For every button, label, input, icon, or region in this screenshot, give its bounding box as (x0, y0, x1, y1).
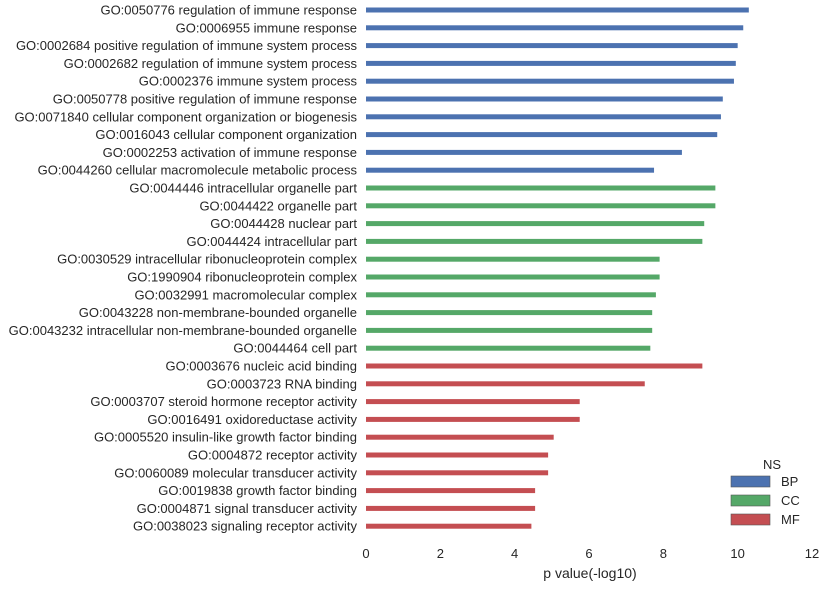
category-label: GO:0003723 RNA binding (207, 376, 357, 391)
bar-mf (366, 452, 549, 458)
bar-bp (366, 132, 718, 138)
x-tick-label: 10 (730, 546, 744, 561)
bar-bp (366, 7, 749, 13)
bar-bp (366, 25, 744, 31)
category-label: GO:0032991 macromolecular complex (134, 287, 357, 302)
bar-bp (366, 114, 721, 120)
bar-cc (366, 327, 653, 333)
bar-mf (366, 488, 536, 494)
category-label: GO:0050776 regulation of immune response (100, 3, 357, 18)
category-labels-group: GO:0050776 regulation of immune response… (9, 3, 358, 534)
category-label: GO:0002684 positive regulation of immune… (16, 38, 358, 53)
x-tick-label: 8 (660, 546, 667, 561)
category-label: GO:0019838 growth factor binding (158, 483, 357, 498)
category-label: GO:0016043 cellular component organizati… (95, 127, 357, 142)
bar-mf (366, 505, 536, 511)
bar-mf (366, 381, 645, 387)
bar-mf (366, 363, 703, 369)
category-label: GO:0030529 intracellular ribonucleoprote… (57, 252, 357, 267)
category-label: GO:0038023 signaling receptor activity (133, 519, 358, 534)
legend-swatch-cc (730, 494, 771, 507)
category-label: GO:0003676 nucleic acid binding (165, 359, 357, 374)
bars-group (366, 7, 749, 529)
bar-cc (366, 203, 716, 209)
category-label: GO:1990904 ribonucleoprotein complex (127, 270, 357, 285)
bar-cc (366, 310, 653, 316)
legend-label-cc: CC (781, 493, 800, 508)
category-label: GO:0002376 immune system process (139, 74, 358, 89)
bar-bp (366, 167, 655, 173)
bar-cc (366, 256, 660, 262)
legend-label-mf: MF (781, 512, 800, 527)
bar-cc (366, 238, 703, 244)
legend-swatch-bp (730, 475, 771, 488)
legend-title: NS (763, 457, 781, 472)
category-label: GO:0016491 oxidoreductase activity (147, 412, 357, 427)
x-axis-label: p value(-log10) (543, 565, 636, 581)
bar-mf (366, 470, 549, 476)
bar-bp (366, 149, 682, 155)
category-label: GO:0044446 intracellular organelle part (129, 181, 357, 196)
category-label: GO:0044428 nuclear part (210, 216, 357, 231)
bar-bp (366, 60, 736, 66)
x-tick-label: 12 (805, 546, 819, 561)
bar-bp (366, 78, 734, 84)
category-label: GO:0002682 regulation of immune system p… (64, 56, 358, 71)
x-tick-label: 2 (437, 546, 444, 561)
bar-mf (366, 416, 580, 422)
category-label: GO:0050778 positive regulation of immune… (53, 92, 357, 107)
category-label: GO:0044422 organelle part (199, 198, 357, 213)
bar-cc (366, 185, 716, 191)
bar-mf (366, 523, 532, 529)
x-tick-label: 6 (585, 546, 592, 561)
category-label: GO:0060089 molecular transducer activity (114, 465, 357, 480)
category-label: GO:0005520 insulin-like growth factor bi… (94, 430, 357, 445)
category-label: GO:0003707 steroid hormone receptor acti… (90, 394, 357, 409)
category-label: GO:0002253 activation of immune response (103, 145, 357, 160)
legend-swatch-mf (730, 513, 771, 526)
legend-label-bp: BP (781, 474, 798, 489)
category-label: GO:0043228 non-membrane-bounded organell… (79, 305, 357, 320)
x-tick-label: 0 (362, 546, 369, 561)
category-label: GO:0006955 immune response (176, 20, 357, 35)
bar-cc (366, 292, 656, 298)
category-label: GO:0071840 cellular component organizati… (14, 109, 357, 124)
category-label: GO:0044424 intracellular part (186, 234, 357, 249)
bar-mf (366, 434, 554, 440)
bar-cc (366, 345, 651, 351)
category-label: GO:0004872 receptor activity (188, 448, 358, 463)
legend: NS BP CC MF (730, 457, 800, 527)
bar-bp (366, 43, 738, 49)
bar-bp (366, 96, 723, 102)
bar-mf (366, 399, 580, 405)
category-label: GO:0044464 cell part (233, 341, 357, 356)
category-label: GO:0004871 signal transducer activity (137, 501, 358, 516)
bar-cc (366, 221, 705, 227)
x-ticks-group: 0 2 4 6 8 10 12 (362, 546, 819, 561)
category-label: GO:0044260 cellular macromolecule metabo… (38, 163, 358, 178)
bar-cc (366, 274, 660, 280)
x-tick-label: 4 (511, 546, 518, 561)
category-label: GO:0043232 intracellular non-membrane-bo… (9, 323, 357, 338)
